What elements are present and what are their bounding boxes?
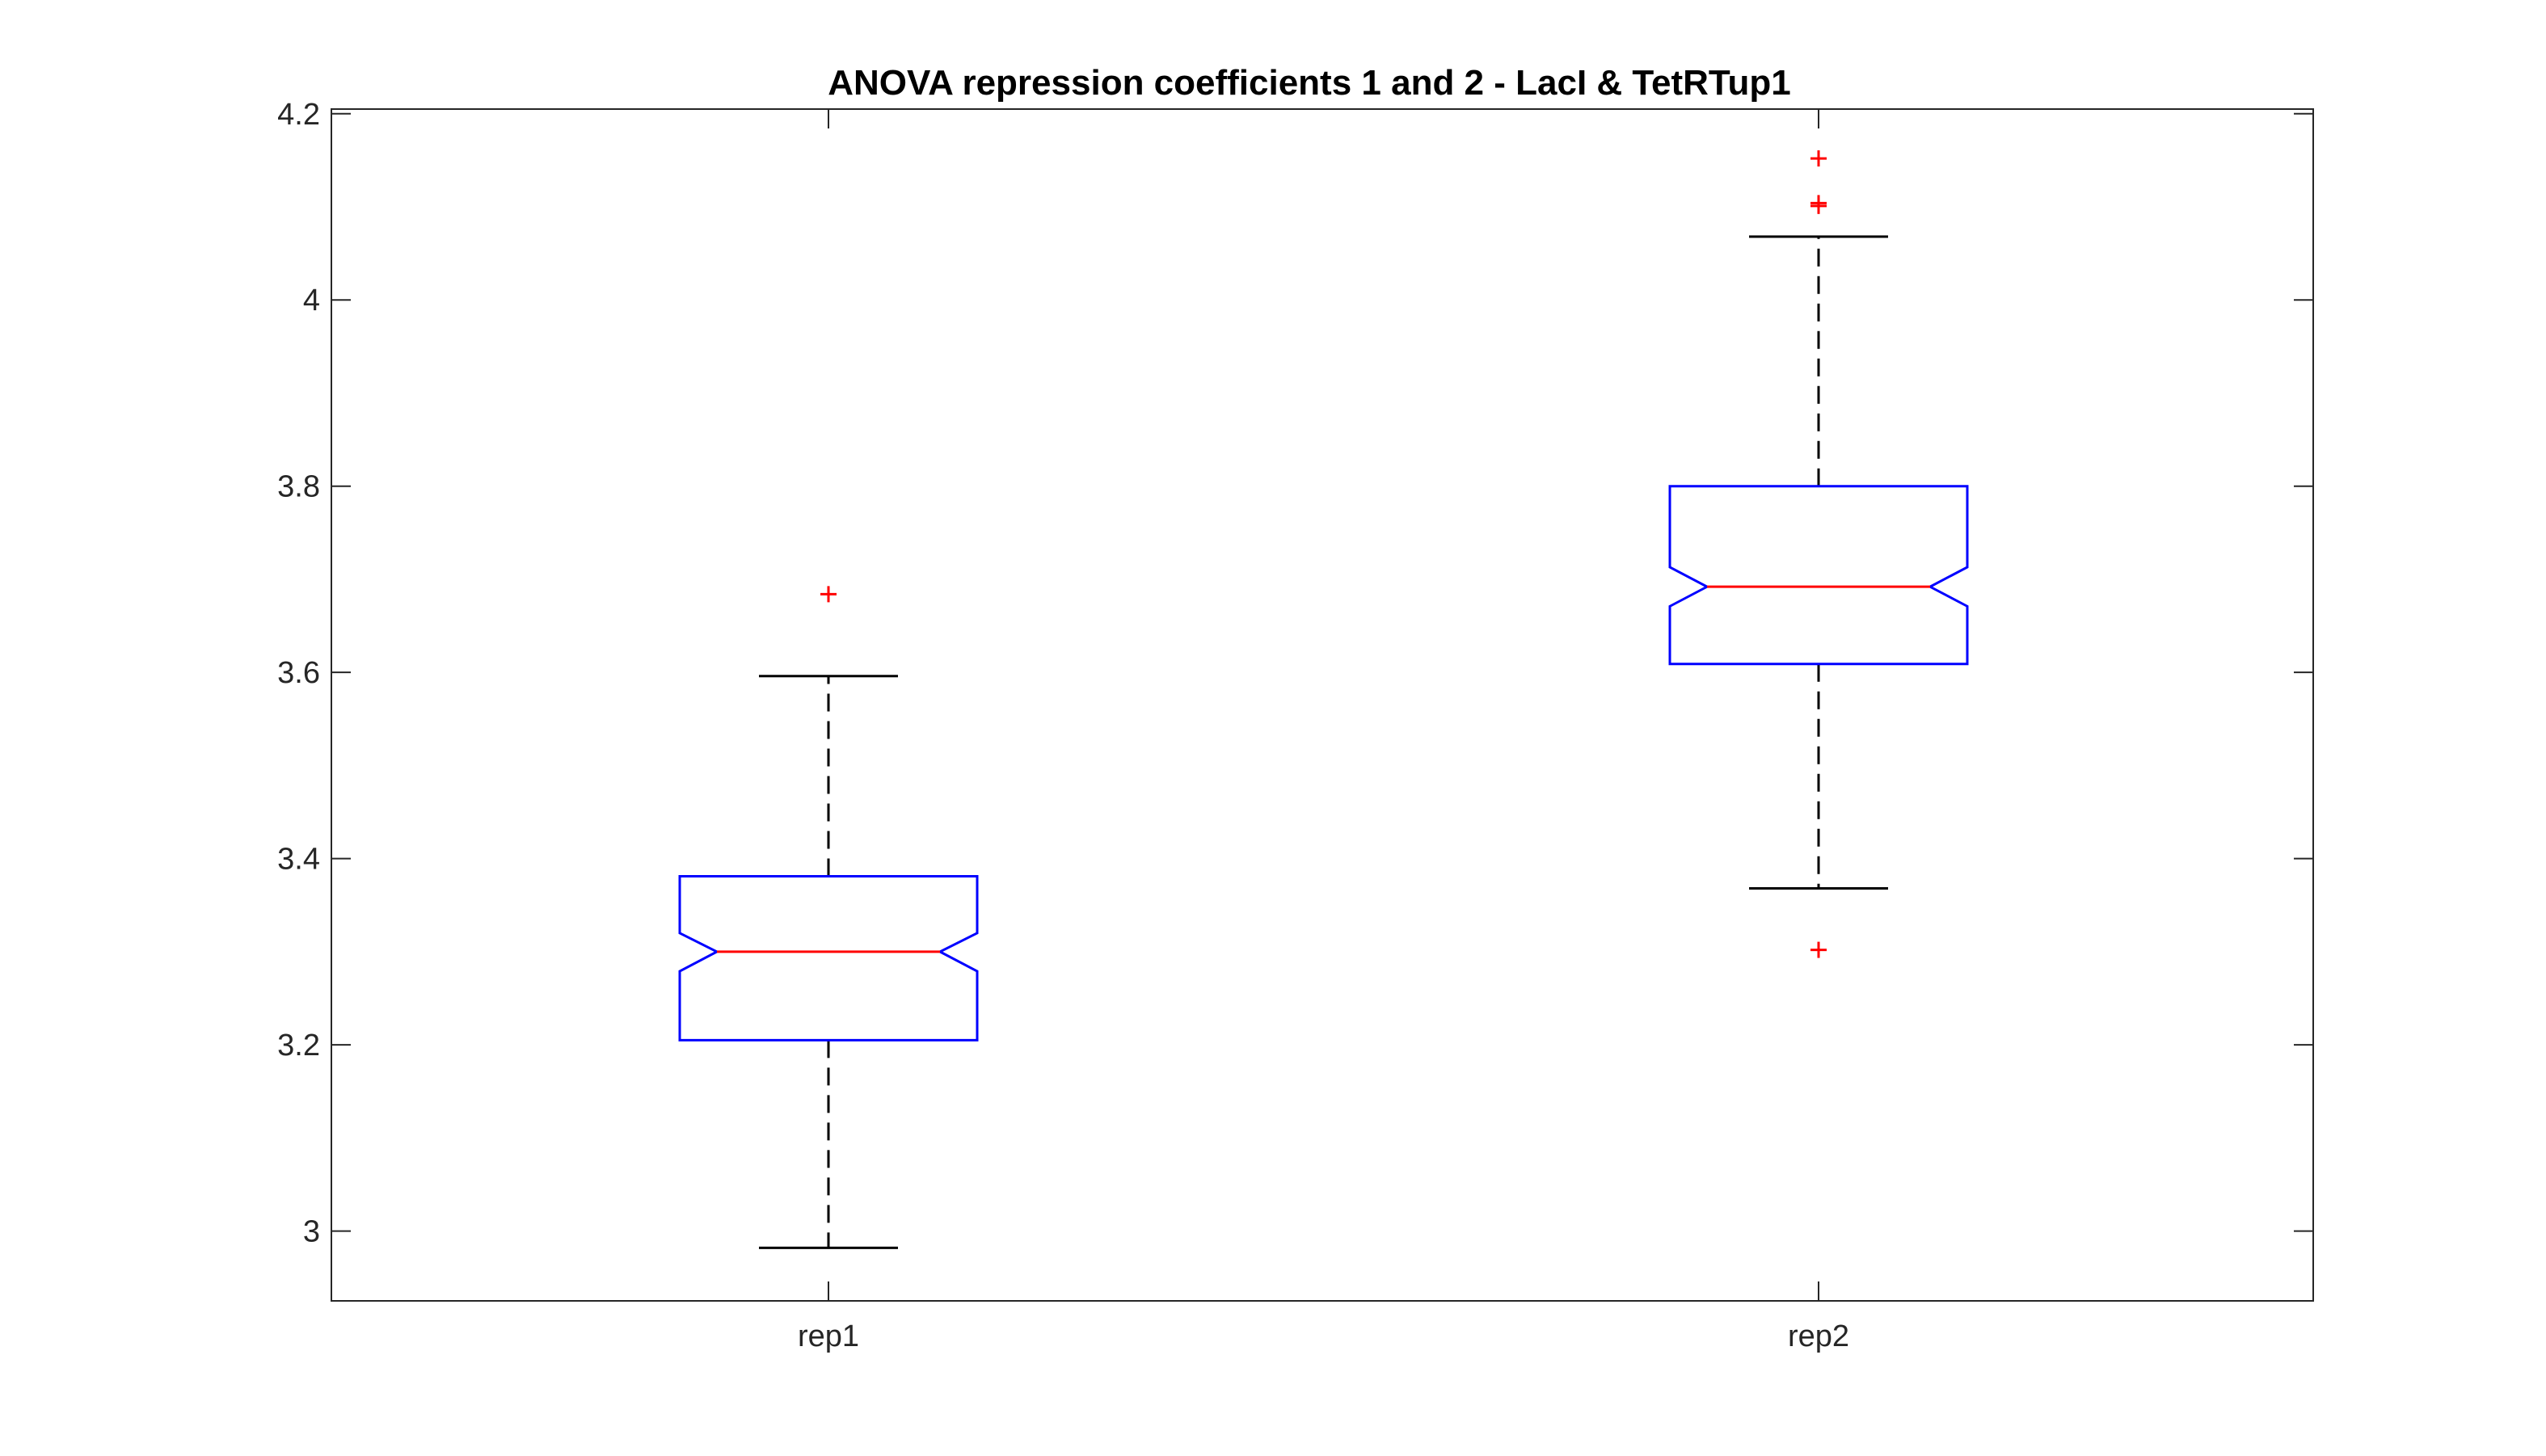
y-tick-label: 3.8	[277, 470, 320, 504]
x-tick-label: rep1	[798, 1319, 859, 1353]
outlier-marker	[1810, 195, 1827, 212]
box-body	[678, 875, 979, 1042]
y-tick-label: 3.2	[277, 1029, 320, 1063]
y-axis: 3 3.2 3.4 3.6 3.8 4 4.2	[277, 98, 2313, 1249]
box-body	[1668, 485, 1969, 666]
outlier-marker	[820, 586, 837, 603]
box-rep1	[678, 586, 979, 1249]
outlier-marker	[1810, 150, 1827, 167]
y-tick-label: 3.6	[277, 656, 320, 690]
box-series	[678, 150, 1969, 1249]
y-tick-label: 3	[303, 1215, 320, 1249]
box-rep2	[1668, 150, 1969, 958]
outlier-marker	[1810, 941, 1827, 958]
plot-area	[331, 108, 2314, 1302]
y-tick-label: 4	[303, 284, 320, 318]
y-tick-label: 4.2	[277, 98, 320, 132]
x-tick-label: rep2	[1788, 1319, 1849, 1353]
chart-title: ANOVA repression coefficients 1 and 2 - …	[828, 63, 1791, 103]
x-axis: rep1 rep2	[798, 109, 1849, 1353]
y-tick-label: 3.4	[277, 843, 320, 877]
